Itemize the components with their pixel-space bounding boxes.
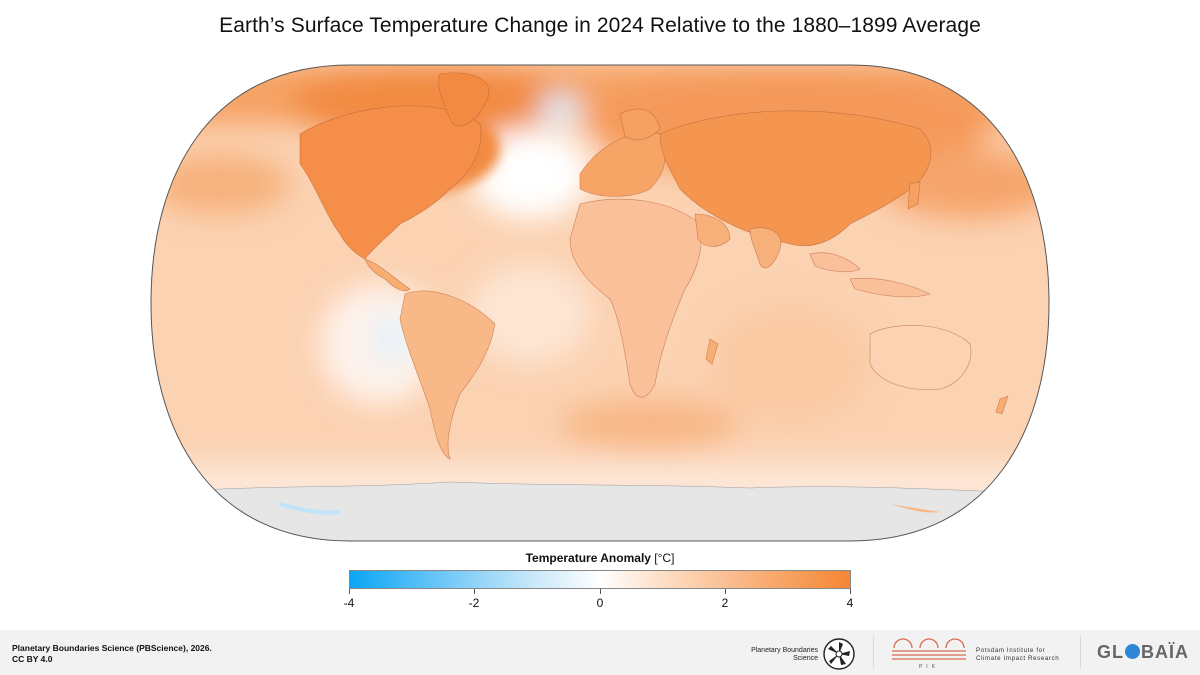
legend-tick [474,589,475,594]
legend-tick [850,589,851,594]
footer-divider [873,636,874,668]
pik-logo-text: Potsdam Institute for Climate Impact Res… [976,647,1059,663]
legend-tick [600,589,601,594]
pbscience-logo-text: Planetary Boundaries Science [740,647,818,663]
credit-line-2: CC BY 4.0 [12,654,53,664]
footer: Planetary Boundaries Science (PBScience)… [0,630,1200,675]
pbscience-logo: Planetary Boundaries Science [740,635,860,671]
legend-color-bar [349,570,851,589]
color-legend: Temperature Anomaly [°C] -4 -2 0 2 4 [344,551,855,613]
pik-line-1: Potsdam Institute for [976,647,1046,654]
pik-abbr: PIK [919,664,939,670]
pik-logo: PIK Potsdam Institute for Climate Impact… [890,636,1070,670]
credit-line-1: Planetary Boundaries Science (PBScience)… [12,643,212,653]
globe-icon [1125,644,1140,659]
credit-text: Planetary Boundaries Science (PBScience)… [12,643,212,665]
legend-tick-label: -4 [343,596,355,610]
footer-divider [1080,636,1081,668]
pik-emblem-icon: PIK [892,638,966,670]
legend-tick-label: 0 [596,596,604,610]
pbscience-emblem-icon [823,638,855,670]
globaia-logo-post: BAÏA [1141,642,1189,662]
legend-tick-label: 2 [721,596,729,610]
page-title: Earth’s Surface Temperature Change in 20… [219,14,981,37]
world-map [150,64,1050,542]
globaia-logo: GL BAÏA [1097,642,1189,663]
globaia-logo-pre: GL [1097,642,1124,662]
legend-tick-label: -2 [468,596,480,610]
pbscience-logo-line-1: Planetary Boundaries [751,647,818,654]
legend-title-bold: Temperature Anomaly [525,551,651,565]
legend-tick [725,589,726,594]
map-svg [150,64,1050,542]
legend-title-unit: [°C] [650,551,675,565]
legend-tick [349,589,350,594]
pbscience-logo-line-2: Science [793,655,818,662]
pik-line-2: Climate Impact Research [976,655,1060,662]
legend-tick-label: 4 [846,596,854,610]
legend-title: Temperature Anomaly [°C] [345,551,855,565]
